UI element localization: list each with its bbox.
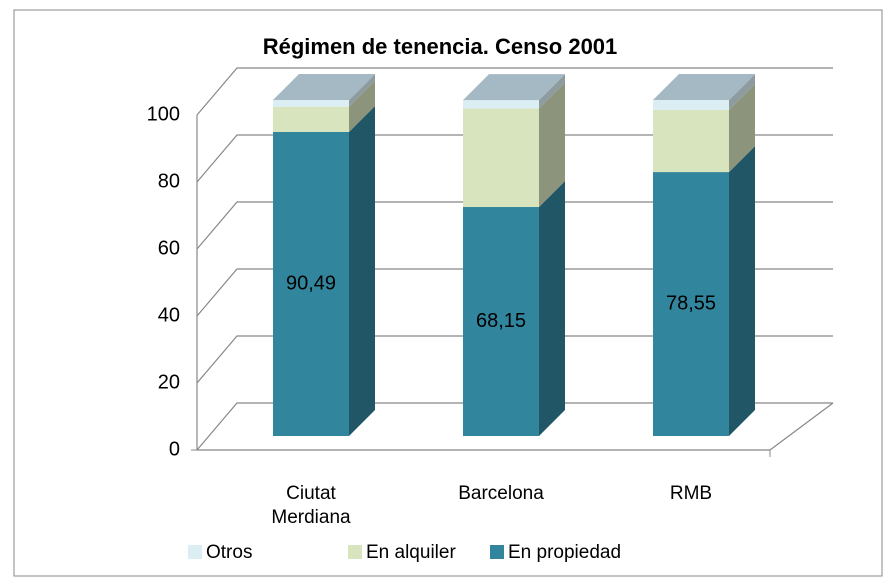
bar xyxy=(653,172,729,436)
data-label: 68,15 xyxy=(476,310,526,332)
legend-swatch xyxy=(348,545,362,559)
bar-top xyxy=(463,74,565,101)
bar-side xyxy=(539,82,565,208)
grid-line xyxy=(196,335,833,384)
grid-line xyxy=(196,134,833,183)
legend-label: En propiedad xyxy=(508,542,621,563)
y-tick-label: 100 xyxy=(147,103,180,125)
y-tick-label: 80 xyxy=(158,170,180,192)
bar xyxy=(463,100,539,109)
grid-line xyxy=(196,402,833,451)
bar xyxy=(653,100,729,110)
legend-label: Otros xyxy=(206,542,252,563)
legend-swatch xyxy=(188,545,202,559)
x-tick-label: Ciutat Merdiana xyxy=(271,483,351,528)
bar xyxy=(463,108,539,208)
bar xyxy=(273,131,349,436)
legend-swatch xyxy=(490,545,504,559)
y-tick-label: 40 xyxy=(158,304,180,326)
bar-side xyxy=(539,74,565,109)
bar-side xyxy=(349,80,375,132)
y-tick-label: 60 xyxy=(158,237,180,259)
bar xyxy=(463,207,539,436)
x-tick-label: Barcelona xyxy=(458,483,544,504)
x-tick-label: RMB xyxy=(669,483,713,504)
grid-line xyxy=(196,67,833,116)
chart-title: Régimen de tenencia. Censo 2001 xyxy=(263,34,618,59)
bar-side xyxy=(349,105,375,436)
bar-side xyxy=(729,74,755,110)
grid-line xyxy=(196,268,833,317)
data-label: 90,49 xyxy=(286,272,336,294)
data-label: 78,55 xyxy=(666,292,716,314)
bar-side xyxy=(729,83,755,173)
grid-line xyxy=(196,201,833,250)
bar xyxy=(273,106,349,132)
y-tick-label: 0 xyxy=(169,438,180,460)
bar-side xyxy=(539,181,565,436)
bar-side xyxy=(729,146,755,436)
legend-label: En alquiler xyxy=(366,542,456,563)
bar-side xyxy=(349,74,375,107)
y-tick-label: 20 xyxy=(158,371,180,393)
bar xyxy=(653,109,729,173)
bar xyxy=(273,100,349,107)
bar-top xyxy=(653,74,755,100)
bar-top xyxy=(273,74,375,101)
